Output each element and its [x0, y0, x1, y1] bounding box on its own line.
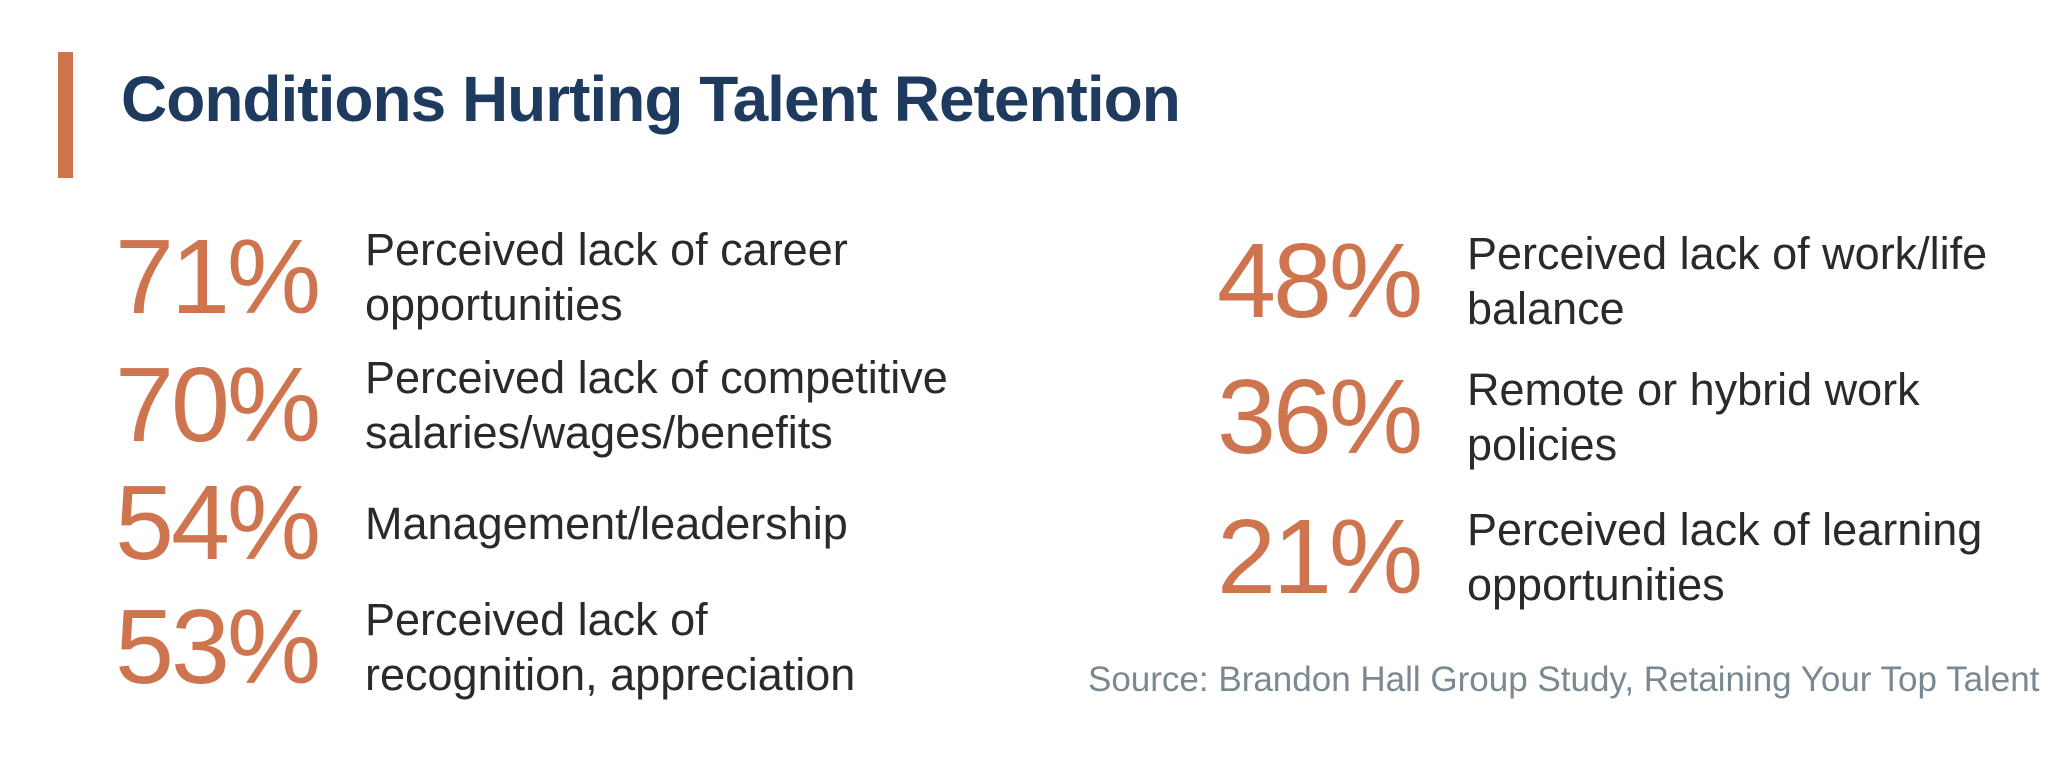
stat-label: Remote or hybrid work policies	[1467, 364, 1920, 470]
stats-column-right: 48% Perceived lack of work/life balance …	[1217, 225, 2037, 613]
stats-column-left: 71% Perceived lack of career opportuniti…	[115, 221, 1115, 703]
stat-label: Perceived lack of work/life balance	[1467, 228, 1988, 334]
stat-label: Perceived lack of recognition, appreciat…	[365, 594, 856, 700]
stat-label: Perceived lack of learning opportunities	[1467, 504, 1983, 610]
stat-row-career-opportunities: 71% Perceived lack of career opportuniti…	[115, 221, 1115, 333]
stat-value: 71%	[115, 218, 321, 336]
stat-row-management-leadership: 54% Management/leadership	[115, 467, 1115, 579]
stat-value: 53%	[115, 588, 321, 706]
stat-value: 48%	[1217, 222, 1423, 340]
stat-label: Perceived lack of career opportunities	[365, 224, 848, 330]
stat-row-competitive-salaries: 70% Perceived lack of competitive salari…	[115, 349, 1115, 461]
stat-label: Management/leadership	[365, 497, 848, 549]
stat-value: 36%	[1217, 358, 1423, 476]
stat-row-recognition-appreciation: 53% Perceived lack of recognition, appre…	[115, 591, 1115, 703]
stat-value: 54%	[115, 464, 321, 582]
title-accent-bar	[58, 52, 73, 178]
stat-row-work-life-balance: 48% Perceived lack of work/life balance	[1217, 225, 2037, 337]
stat-value: 70%	[115, 346, 321, 464]
page-title: Conditions Hurting Talent Retention	[121, 63, 1181, 135]
stat-value: 21%	[1217, 498, 1423, 616]
stat-label: Perceived lack of competitive salaries/w…	[365, 352, 948, 458]
source-attribution: Source: Brandon Hall Group Study, Retain…	[1088, 660, 2040, 699]
stat-row-learning-opportunities: 21% Perceived lack of learning opportuni…	[1217, 501, 2037, 613]
stat-row-remote-hybrid-policies: 36% Remote or hybrid work policies	[1217, 361, 2037, 473]
